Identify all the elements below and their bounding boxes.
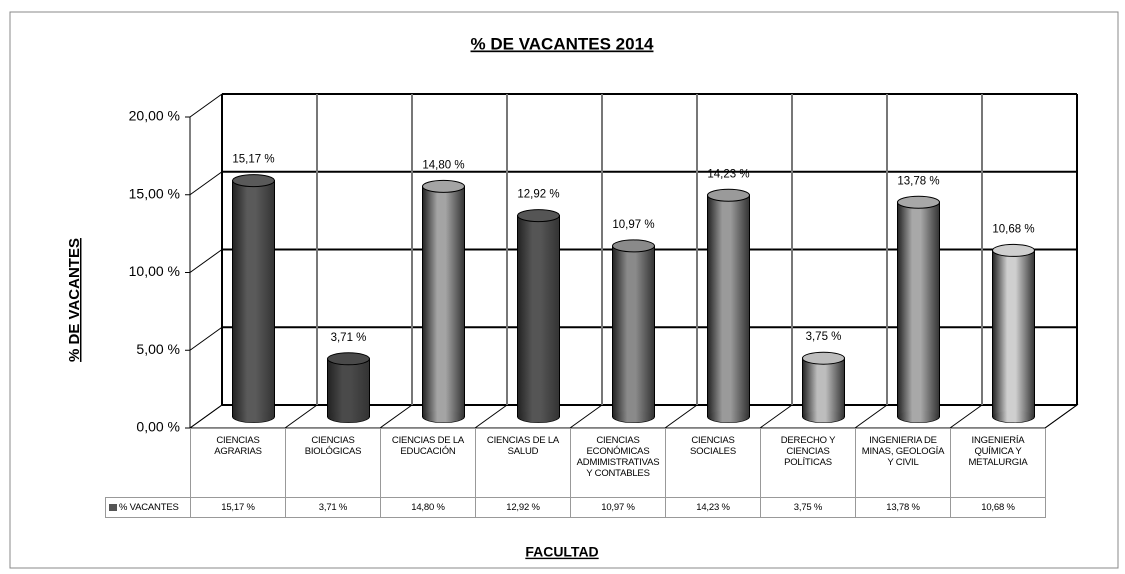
bar-base-cover [423,410,464,423]
grid-line [189,326,223,351]
table-value: 14,80 % [380,497,476,518]
legend-entry: % VACANTES [105,497,191,518]
y-tick-label: 15,00 % [129,185,180,201]
x-tick-label: CIENCIAS SOCIALES [665,428,761,498]
y-axis-title: % DE VACANTES [66,238,83,362]
bar-top [707,188,750,202]
y-tick-label: 0,00 % [136,419,180,435]
x-tick-label: CIENCIAS AGRARIAS [190,428,286,498]
x-tick-label: DERECHO Y CIENCIAS POLÍTICAS [760,428,856,498]
bar [232,180,275,417]
table-value: 10,68 % [950,497,1046,518]
table-value: 14,23 % [665,497,761,518]
x-tick-label: CIENCIAS DE LA SALUD [475,428,571,498]
y-tick-label: 20,00 % [129,108,180,124]
table-value: 15,17 % [190,497,286,518]
floor-divider [664,404,698,429]
bar [802,357,845,417]
grid-line [189,249,223,273]
bar [422,185,465,417]
y-tick-label: 5,00 % [136,341,180,357]
x-tick-label: INGENIERIA DE MINAS, GEOLOGÍA Y CIVIL [855,428,951,498]
floor-divider [379,404,413,429]
x-tick-label: CIENCIAS BIOLÓGICAS [285,428,381,498]
table-corner [105,428,190,497]
floor-divider [474,404,508,429]
bar-base-cover [708,410,749,423]
floor-divider [854,404,888,429]
y-tick-label: 10,00 % [129,263,180,279]
bar-top [517,209,560,223]
bar-top [992,243,1035,257]
bar [897,201,940,417]
grid-line [189,93,223,118]
data-label: 3,75 % [806,331,842,343]
floor-divider [759,404,793,429]
bar-top [327,352,370,366]
bar [517,215,560,417]
legend-key [109,504,117,511]
bar-top [897,195,940,209]
data-label: 15,17 % [232,154,274,166]
floor-divider [1044,404,1078,429]
bar [612,245,655,417]
chart-border [9,11,1119,569]
table-value: 10,97 % [570,497,666,518]
bar-top [802,351,845,365]
floor-divider [569,404,603,429]
legend-label: % VACANTES [119,502,179,513]
data-label: 14,80 % [422,159,464,171]
bar-base-cover [898,410,939,423]
x-axis-title: FACULTAD [525,544,598,560]
bar-top [232,174,275,188]
bar-base-cover [233,410,274,423]
floor-divider [284,404,318,429]
bar-base-cover [613,410,654,423]
bar-base-cover [803,410,844,423]
x-tick-label: CIENCIAS ECONÓMICAS ADMIMISTRATIVAS Y CO… [570,428,666,498]
data-label: 12,92 % [517,189,559,201]
x-tick-label: CIENCIAS DE LA EDUCACIÓN [380,428,476,498]
grid-line [189,404,223,429]
table-value: 3,75 % [760,497,856,518]
data-label: 10,68 % [992,223,1034,235]
table-value: 3,71 % [285,497,381,518]
bar-top [422,179,465,193]
grid-line [189,171,223,196]
table-value: 13,78 % [855,497,951,518]
bar-base-cover [993,410,1034,423]
bar-base-cover [328,410,369,423]
x-tick-label: INGENIERÍA QUÍMICA Y METALURGIA [950,428,1046,498]
bar [327,358,370,418]
data-label: 10,97 % [612,219,654,231]
bar-base-cover [518,410,559,423]
floor-divider [949,404,983,429]
chart-title: % DE VACANTES 2014 [471,34,655,53]
table-value: 12,92 % [475,497,571,518]
data-label: 14,23 % [707,168,749,180]
data-label: 13,78 % [897,175,939,187]
data-label: 3,71 % [331,332,367,344]
bar [992,249,1035,417]
bar [707,194,750,417]
bar-top [612,239,655,253]
